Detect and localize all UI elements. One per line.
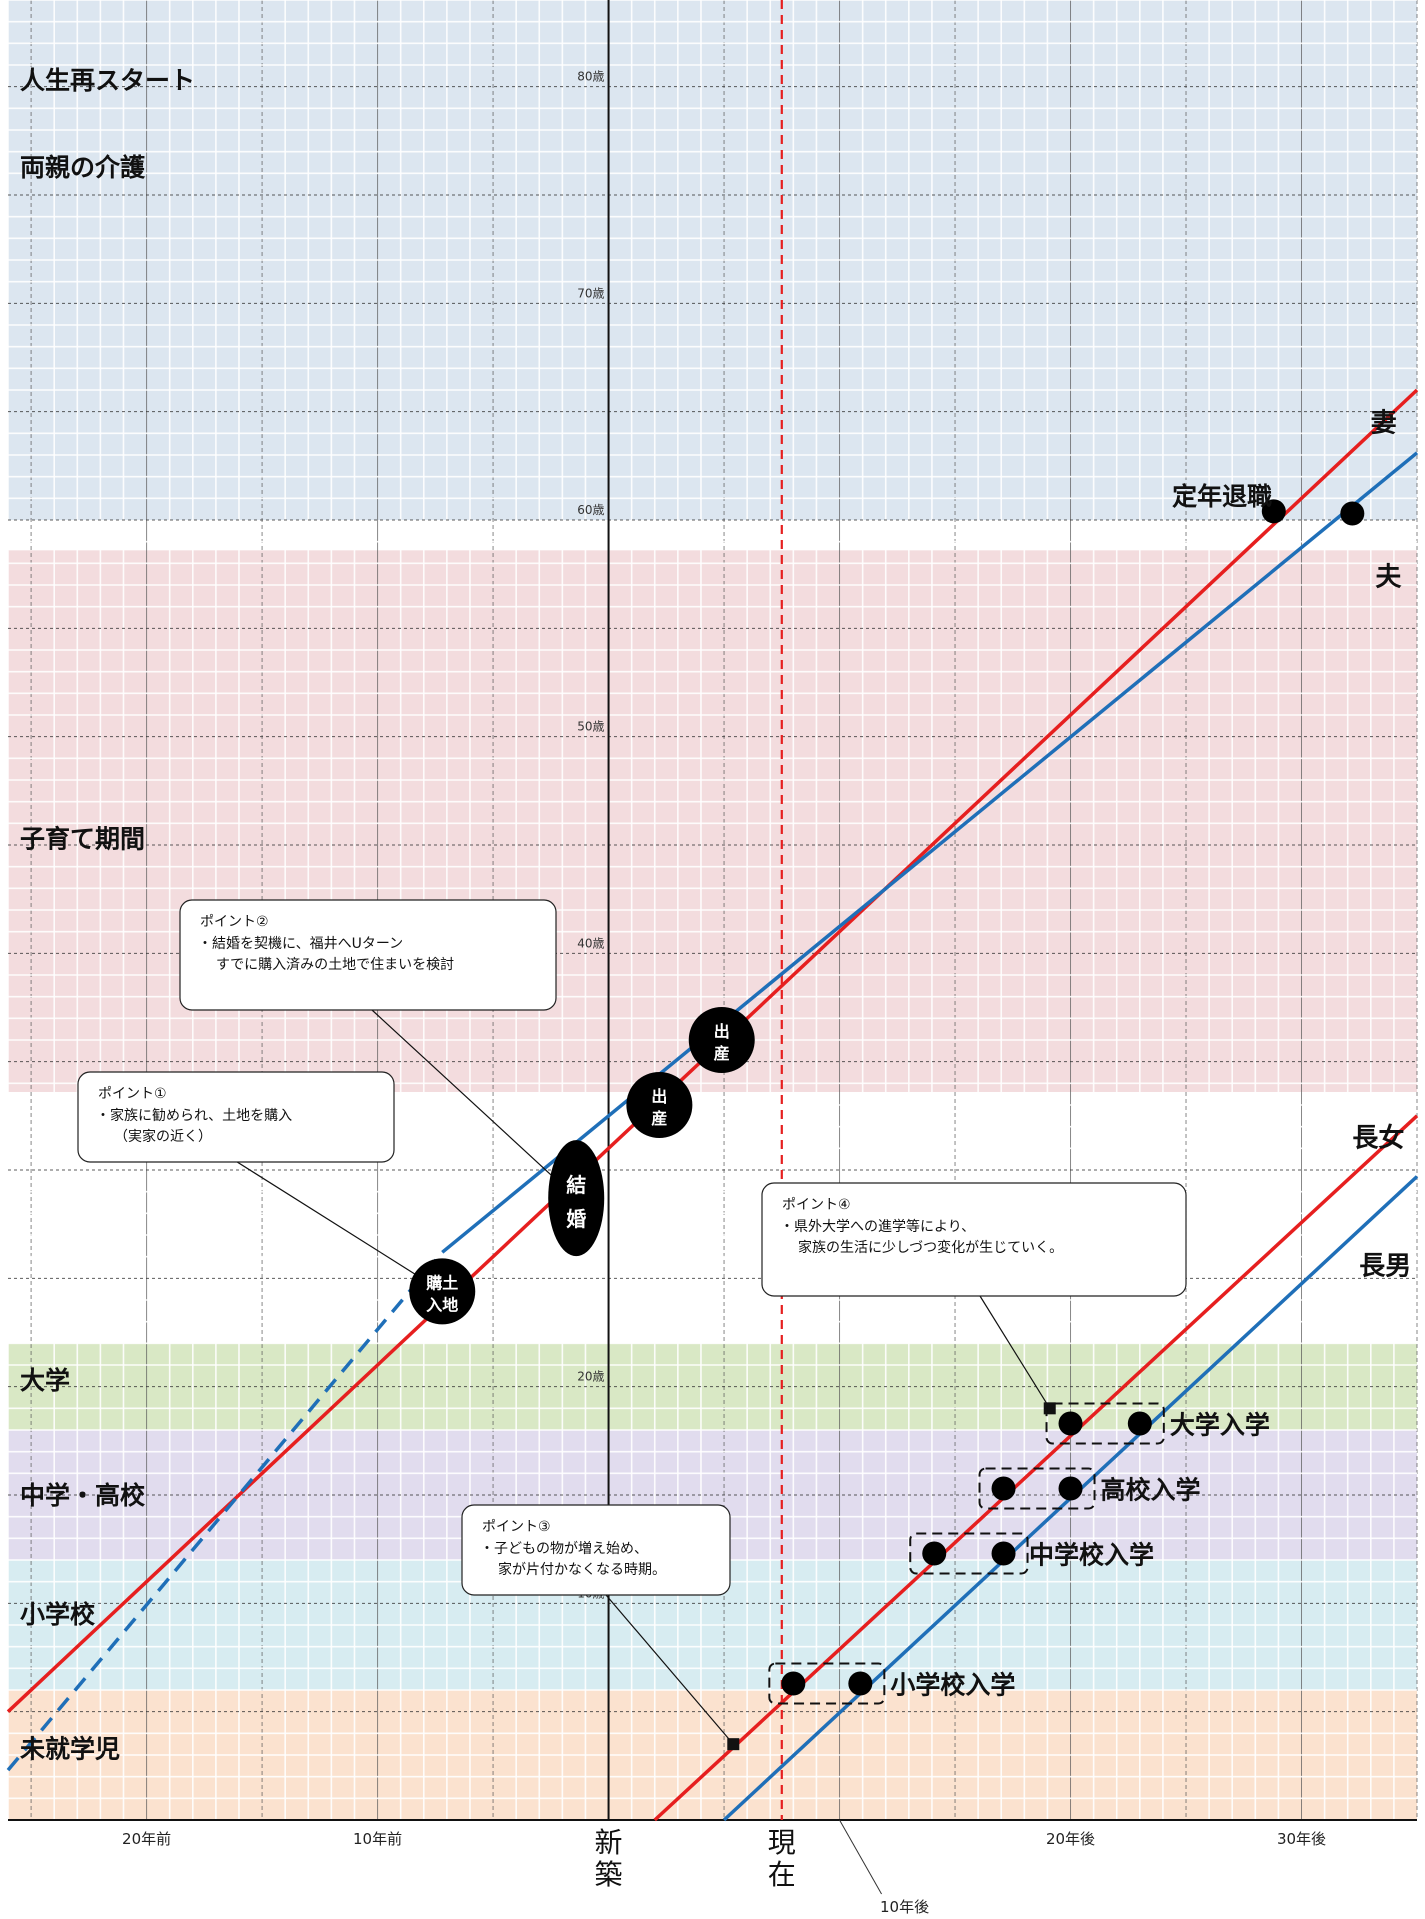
note-box-0 [77, 1071, 395, 1163]
milestone-label-2: 高校入学 [1101, 1476, 1201, 1505]
x-tick-label-0: 20年前 [122, 1830, 171, 1848]
note-leader-0 [233, 1159, 443, 1292]
x-tick-leader-4 [839, 1819, 882, 1895]
note-title-0: ポイント① [98, 1086, 167, 1102]
event-text-1-0: 結 [566, 1173, 586, 1197]
series-dashed-1 [6, 1251, 444, 1772]
note-box-1 [179, 899, 557, 1011]
event-dot-4 [1261, 499, 1286, 524]
x-tick-label-2-0: 新 [595, 1826, 623, 1859]
milestone-dot-2-0 [991, 1476, 1016, 1501]
event-badge-3 [688, 1007, 755, 1073]
x-tick-label-2-1: 築 [595, 1858, 623, 1891]
milestone-box-1 [909, 1532, 1029, 1575]
note-line-1-1: すでに購入済みの土地で住まいを検討 [216, 957, 454, 973]
event-text-0-1: 入地 [426, 1295, 458, 1314]
milestone-dot-0-0 [781, 1671, 806, 1696]
stage-label-5: 両親の介護 [20, 153, 146, 182]
note-leader-2 [605, 1594, 734, 1745]
milestone-dot-1-0 [922, 1541, 947, 1566]
milestone-dot-1-1 [991, 1541, 1016, 1566]
event-text-1-1: 婚 [566, 1207, 586, 1231]
x-tick-label-1: 10年前 [353, 1830, 402, 1848]
y-tick-label-2: 40歳 [577, 936, 604, 950]
stage-label-0: 未就学児 [20, 1735, 120, 1764]
milestone-box-3 [1045, 1402, 1165, 1445]
note-line-0-0: ・家族に勧められ、土地を購入 [96, 1107, 292, 1124]
x-tick-label-4: 10年後 [880, 1898, 929, 1916]
series-label-2: 長女 [1352, 1123, 1404, 1154]
milestone-label-3: 大学入学 [1170, 1411, 1270, 1440]
milestone-dot-3-1 [1127, 1411, 1152, 1436]
milestone-dot-0-1 [848, 1671, 873, 1696]
note-leader-1 [371, 1009, 577, 1199]
note-box-2 [461, 1504, 731, 1596]
stage-label-3: 大学 [20, 1366, 70, 1395]
milestone-dot-3-0 [1058, 1411, 1083, 1436]
y-tick-label-3: 50歳 [577, 720, 604, 734]
note-title-3: ポイント④ [782, 1197, 851, 1213]
event-badge-0 [409, 1258, 476, 1325]
stage-label-2: 中学・高校 [20, 1481, 146, 1510]
y-tick-label-4: 60歳 [577, 503, 604, 517]
note-box-3 [761, 1182, 1187, 1297]
note-line-1-0: ・結婚を契機に、福井へUターン [198, 936, 403, 952]
milestone-dot-2-1 [1058, 1476, 1083, 1501]
notes: ポイント① ・家族に勧められ、土地を購入 （実家の近く） ポイント② ・結婚を契機に、福… [77, 899, 1187, 1751]
note-line-2-0: ・子どもの物が増え始め、 [480, 1541, 648, 1557]
event-text-2-0: 出 [651, 1087, 667, 1106]
note-line-2-1: 家が片付かなくなる時期。 [498, 1561, 666, 1578]
stage-label-1: 小学校 [20, 1600, 96, 1629]
event-dot-5 [1340, 501, 1365, 526]
y-tick-label-5: 70歳 [577, 286, 604, 300]
milestone-label-1: 中学校入学 [1029, 1541, 1154, 1570]
event-text-2-1: 産 [651, 1109, 667, 1128]
y-tick-label-6: 80歳 [577, 70, 604, 84]
event-text-0-0: 購土 [425, 1273, 458, 1292]
axes: 10歳20歳40歳50歳60歳70歳80歳20年前10年前新築現在10年後20年… [8, 0, 1417, 1916]
x-tick-label-3-1: 在 [768, 1858, 796, 1891]
series-label-3: 長男 [1359, 1251, 1411, 1281]
stage-label-6: 人生再スタート [20, 66, 195, 95]
event-text-3-1: 産 [714, 1044, 730, 1063]
series-label-1: 夫 [1375, 562, 1402, 592]
y-tick-label-1: 20歳 [577, 1370, 604, 1384]
milestone-label-0: 小学校入学 [890, 1671, 1015, 1700]
stage-label-4: 子育て期間 [20, 825, 145, 854]
note-leader-3 [979, 1295, 1051, 1409]
milestone-box-2 [978, 1467, 1096, 1510]
event-oval-1 [548, 1140, 605, 1257]
milestone-box-0 [768, 1662, 886, 1705]
event-badge-2 [626, 1072, 693, 1138]
note-title-2: ポイント③ [482, 1519, 551, 1535]
x-tick-label-3-0: 現 [768, 1826, 796, 1859]
series-label-0: 妻 [1371, 409, 1397, 439]
note-line-3-0: ・県外大学への進学等により、 [780, 1218, 975, 1235]
note-title-1: ポイント② [200, 914, 269, 930]
event-label-4: 定年退職 [1172, 482, 1272, 511]
x-tick-label-5: 20年後 [1046, 1830, 1095, 1848]
x-tick-label-6: 30年後 [1277, 1830, 1326, 1848]
note-line-0-1: （実家の近く） [114, 1128, 212, 1145]
series-line-1 [441, 451, 1419, 1254]
event-text-3-0: 出 [714, 1022, 730, 1041]
note-anchor-square-2 [727, 1738, 740, 1751]
note-line-3-1: 家族の生活に少しづつ変化が生じていく。 [798, 1239, 1063, 1256]
